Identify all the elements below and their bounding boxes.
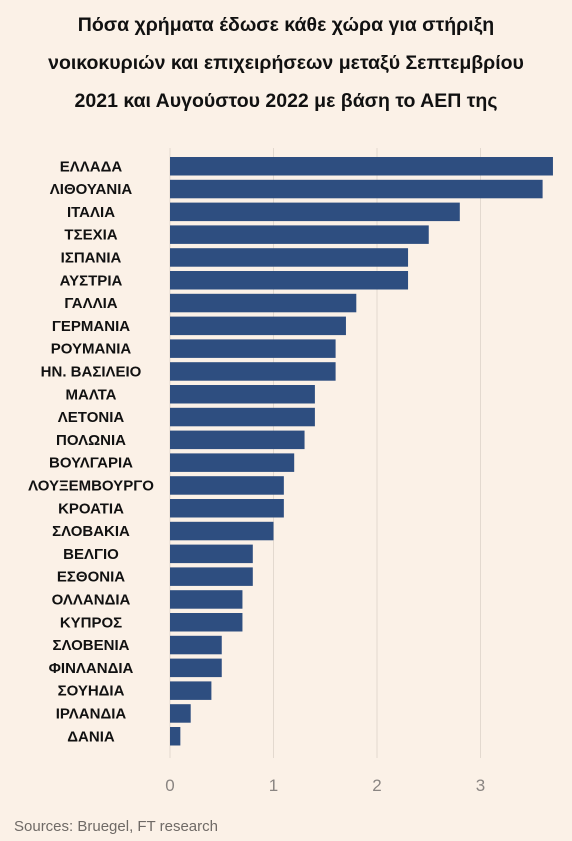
- category-label: ΛΕΤΟΝΙΑ: [58, 409, 125, 426]
- bar: [170, 727, 181, 746]
- bar: [170, 157, 553, 176]
- bar: [170, 658, 222, 678]
- category-label: ΦΙΝΛΑΝΔΙΑ: [49, 660, 134, 677]
- bar: [170, 681, 212, 700]
- bar: [170, 453, 295, 472]
- bar: [170, 339, 336, 358]
- bar: [170, 179, 543, 199]
- category-label: ΠΟΛΩΝΙΑ: [56, 432, 126, 449]
- category-label: ΙΡΛΑΝΔΙΑ: [56, 705, 127, 722]
- x-tick-label: 0: [165, 776, 174, 795]
- category-label: ΛΙΘΟΥΑΝΙΑ: [50, 181, 133, 198]
- category-label: ΕΛΛΑΔΑ: [60, 158, 123, 175]
- bar: [170, 567, 253, 586]
- chart-title-line-2: νοικοκυριών και επιχειρήσεων μεταξύ Σεπτ…: [48, 52, 524, 74]
- category-label: ΙΤΑΛΙΑ: [67, 204, 115, 221]
- category-label: ΓΑΛΛΙΑ: [64, 295, 117, 312]
- bar: [170, 202, 460, 222]
- category-label: ΚΥΠΡΟΣ: [60, 614, 122, 631]
- category-label: ΣΟΥΗΔΙΑ: [58, 683, 125, 700]
- x-tick-label: 2: [372, 776, 381, 795]
- category-label: ΟΛΛΑΝΔΙΑ: [52, 591, 131, 608]
- bar: [170, 407, 315, 427]
- chart-title-line-1: Πόσα χρήματα έδωσε κάθε χώρα για στήριξη: [77, 14, 495, 36]
- category-label: ΤΣΕΧΙΑ: [64, 227, 117, 244]
- category-label: ΡΟΥΜΑΝΙΑ: [51, 341, 132, 358]
- bar: [170, 316, 346, 336]
- bar: [170, 613, 243, 632]
- source-note: Sources: Bruegel, FT research: [14, 818, 218, 835]
- bar: [170, 362, 336, 381]
- category-label: ΛΟΥΞΕΜΒΟΥΡΓΟ: [28, 477, 154, 494]
- bar: [170, 430, 305, 450]
- bar: [170, 225, 429, 244]
- x-tick-label: 1: [269, 776, 278, 795]
- chart-title-line-3: 2021 και Αυγούστου 2022 με βάση το ΑΕΠ τ…: [74, 90, 498, 112]
- category-label: ΕΣΘΟΝΙΑ: [57, 569, 125, 586]
- category-label: ΒΕΛΓΙΟ: [63, 546, 119, 563]
- bar: [170, 521, 274, 541]
- bar: [170, 704, 191, 723]
- category-label: ΔΑΝΙΑ: [67, 728, 115, 745]
- bar: [170, 293, 357, 313]
- bar: [170, 385, 315, 404]
- x-tick-label: 3: [476, 776, 485, 795]
- category-label: ΣΛΟΒΕΝΙΑ: [53, 637, 130, 654]
- bar: [170, 635, 222, 655]
- bar: [170, 476, 284, 495]
- bar: [170, 271, 409, 290]
- bars: [170, 157, 553, 746]
- category-label: ΑΥΣΤΡΙΑ: [60, 272, 123, 289]
- category-label: ΗΝ. ΒΑΣΙΛΕΙΟ: [41, 363, 142, 380]
- bar: [170, 590, 243, 609]
- category-label: ΜΑΛΤΑ: [66, 386, 117, 403]
- bar: [170, 499, 284, 518]
- category-label: ΙΣΠΑΝΙΑ: [61, 249, 122, 266]
- chart-title: Πόσα χρήματα έδωσε κάθε χώρα για στήριξη…: [0, 6, 572, 120]
- category-label: ΒΟΥΛΓΑΡΙΑ: [49, 455, 133, 472]
- category-label: ΣΛΟΒΑΚΙΑ: [52, 523, 130, 540]
- bar: [170, 544, 253, 564]
- x-axis-ticks: 0 1 2 3: [165, 776, 485, 795]
- bar: [170, 248, 409, 267]
- category-labels: ΕΛΛΑΔΑ ΛΙΘΟΥΑΝΙΑ ΙΤΑΛΙΑ ΤΣΕΧΙΑ ΙΣΠΑΝΙΑ ΑΥΣΤΡΙ…: [28, 158, 154, 745]
- category-label: ΚΡΟΑΤΙΑ: [58, 500, 124, 517]
- category-label: ΓΕΡΜΑΝΙΑ: [52, 318, 130, 335]
